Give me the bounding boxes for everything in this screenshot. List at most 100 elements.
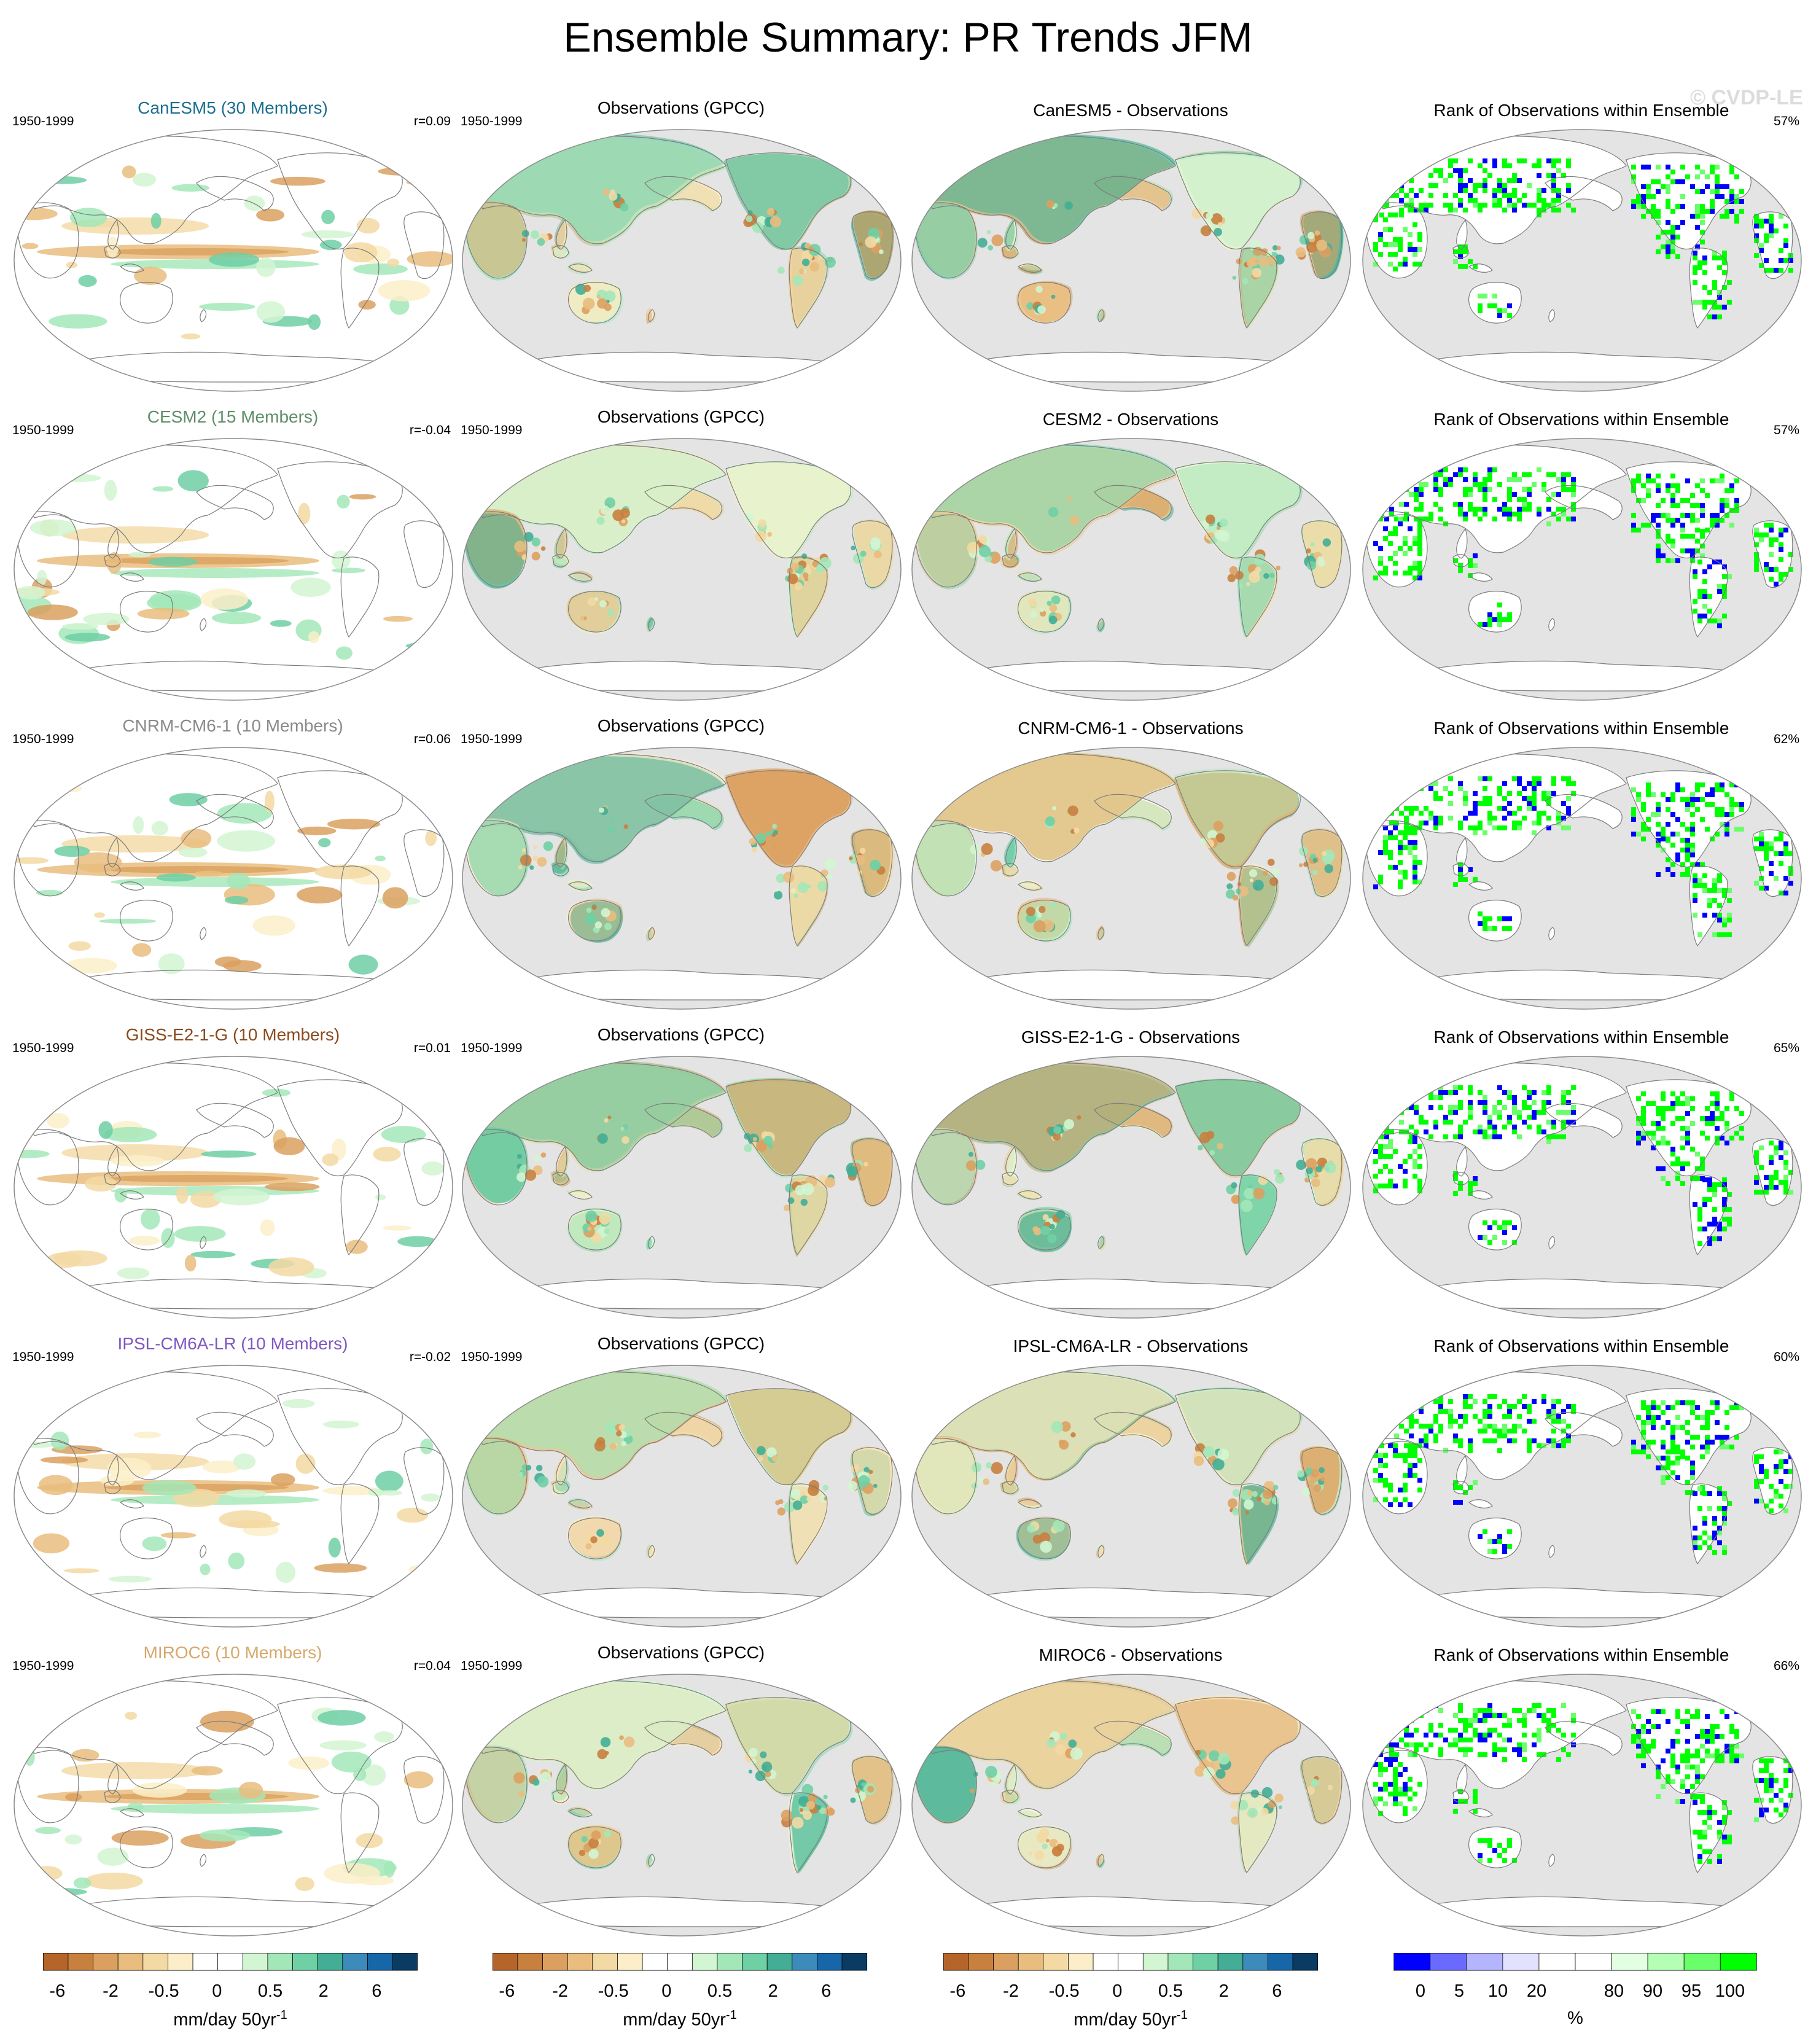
panel-title: Observations (GPCC) xyxy=(597,1025,765,1044)
colorbar-tick-label: -2 xyxy=(552,1981,568,2001)
colorbar-tick-label: 90 xyxy=(1642,1981,1663,2001)
period-label: 1950-1999 xyxy=(12,732,74,746)
globe-map xyxy=(1362,438,1802,701)
panel-title: CanESM5 (30 Members) xyxy=(138,98,328,117)
map-panel: IPSL-CM6A-LR - Observations xyxy=(906,1327,1355,1634)
colorbar-tick-label: -6 xyxy=(499,1981,515,2001)
period-label: 1950-1999 xyxy=(12,1350,74,1364)
pattern-correlation-label: r=0.06 xyxy=(413,732,451,746)
globe-map xyxy=(462,438,902,701)
colorbar-swatches xyxy=(492,1953,868,1971)
map-panel: CanESM5 (30 Members) 1950-1999 r=0.09 xyxy=(9,91,457,398)
globe-map xyxy=(1362,1674,1802,1937)
globe-map xyxy=(14,129,453,392)
colorbar-tick-label: 0 xyxy=(661,1981,672,2001)
map-panel: MIROC6 (10 Members) 1950-1999 r=0.04 xyxy=(9,1636,457,1943)
colorbar-tick-label: -6 xyxy=(949,1981,966,2001)
map-panel: Rank of Observations within Ensemble 57% xyxy=(1357,91,1806,398)
globe-map xyxy=(462,1365,902,1628)
period-label: 1950-1999 xyxy=(12,1659,74,1673)
globe-map xyxy=(462,1056,902,1319)
rank-percent-label: 62% xyxy=(1773,732,1799,746)
colorbar-tick-label: -6 xyxy=(49,1981,66,2001)
period-label: 1950-1999 xyxy=(461,1659,523,1673)
map-panel: MIROC6 - Observations xyxy=(906,1636,1355,1943)
colorbar-swatches xyxy=(943,1953,1319,1971)
colorbar: -6 -2 -0.5 0 0.5 2 6 mm/day 50yr-1 xyxy=(31,1953,461,2039)
rank-percent-label: 66% xyxy=(1773,1659,1799,1673)
colorbar-tick-label: 95 xyxy=(1681,1981,1702,2001)
globe-map xyxy=(14,438,453,701)
panel-title: Rank of Observations within Ensemble xyxy=(1433,101,1729,120)
panel-title: MIROC6 - Observations xyxy=(1039,1645,1223,1664)
period-label: 1950-1999 xyxy=(12,423,74,437)
panel-title: Observations (GPCC) xyxy=(597,716,765,735)
globe-map xyxy=(911,747,1351,1010)
map-panel: Rank of Observations within Ensemble 60% xyxy=(1357,1327,1806,1634)
map-panel: CanESM5 - Observations xyxy=(906,91,1355,398)
colorbar-unit-label: mm/day 50yr xyxy=(1074,2010,1177,2030)
panel-title: Rank of Observations within Ensemble xyxy=(1433,719,1729,738)
colorbar-unit-label: mm/day 50yr xyxy=(623,2010,726,2030)
panel-title: CanESM5 - Observations xyxy=(1033,101,1228,120)
colorbar-tick-label: -0.5 xyxy=(598,1981,629,2001)
globe-map xyxy=(1362,129,1802,392)
panel-title: Observations (GPCC) xyxy=(597,1334,765,1353)
globe-map xyxy=(1362,1365,1802,1628)
rank-percent-label: 60% xyxy=(1773,1350,1799,1364)
colorbar-tick-label: -0.5 xyxy=(148,1981,179,2001)
globe-map xyxy=(911,129,1351,392)
panel-title: Rank of Observations within Ensemble xyxy=(1433,1028,1729,1047)
period-label: 1950-1999 xyxy=(461,1041,523,1055)
colorbar-tick-label: -2 xyxy=(1003,1981,1019,2001)
colorbar: -6 -2 -0.5 0 0.5 2 6 mm/day 50yr-1 xyxy=(480,1953,910,2039)
period-label: 1950-1999 xyxy=(12,1041,74,1055)
map-panel: Observations (GPCC) 1950-1999 xyxy=(457,91,905,398)
map-panel: Observations (GPCC) 1950-1999 xyxy=(457,1636,905,1943)
colorbar-unit-superscript: -1 xyxy=(1176,2008,1188,2022)
globe-map xyxy=(14,1056,453,1319)
colorbar-tick-label: 0.5 xyxy=(707,1981,733,2001)
colorbar-tick-label: 6 xyxy=(372,1981,382,2001)
globe-map xyxy=(911,1056,1351,1319)
panel-title: CESM2 (15 Members) xyxy=(147,407,319,426)
colorbar-tick-label: 6 xyxy=(1272,1981,1282,2001)
map-panel: Rank of Observations within Ensemble 66% xyxy=(1357,1636,1806,1943)
globe-map xyxy=(1362,1056,1802,1319)
rank-percent-label: 57% xyxy=(1773,114,1799,128)
map-panel: Rank of Observations within Ensemble 65% xyxy=(1357,1018,1806,1325)
rank-percent-label: 57% xyxy=(1773,423,1799,437)
globe-map xyxy=(14,1365,453,1628)
colorbar-label: mm/day 50yr-1 xyxy=(173,2008,287,2030)
panel-title: MIROC6 (10 Members) xyxy=(143,1643,322,1662)
globe-map xyxy=(911,438,1351,701)
colorbar-tick-label: 5 xyxy=(1454,1981,1465,2001)
colorbar-tick-label: 0 xyxy=(212,1981,222,2001)
map-panel: Rank of Observations within Ensemble 62% xyxy=(1357,709,1806,1016)
pattern-correlation-label: r=0.09 xyxy=(413,114,451,128)
globe-map xyxy=(462,129,902,392)
colorbar-tick-label: -0.5 xyxy=(1048,1981,1080,2001)
map-panel: Rank of Observations within Ensemble 57% xyxy=(1357,400,1806,707)
pattern-correlation-label: r=-0.04 xyxy=(409,423,451,437)
period-label: 1950-1999 xyxy=(461,423,523,437)
colorbar-tick-label: 2 xyxy=(1218,1981,1229,2001)
map-panel: IPSL-CM6A-LR (10 Members) 1950-1999 r=-0.0… xyxy=(9,1327,457,1634)
colorbar-tick-label: 80 xyxy=(1604,1981,1624,2001)
period-label: 1950-1999 xyxy=(461,1350,523,1364)
globe-map xyxy=(911,1365,1351,1628)
map-panel: CESM2 (15 Members) 1950-1999 r=-0.04 xyxy=(9,400,457,707)
panel-title: Observations (GPCC) xyxy=(597,407,765,426)
colorbar-tick-label: 2 xyxy=(318,1981,329,2001)
colorbar-tick-label: 6 xyxy=(821,1981,832,2001)
colorbar-tick-label: 0.5 xyxy=(1158,1981,1183,2001)
period-label: 1950-1999 xyxy=(461,114,523,128)
watermark: © CVDP-LE xyxy=(1690,86,1803,109)
panel-title: IPSL-CM6A-LR (10 Members) xyxy=(117,1334,348,1353)
colorbar-tick-label: 0.5 xyxy=(257,1981,283,2001)
pattern-correlation-label: r=-0.02 xyxy=(409,1350,451,1364)
colorbar-tick-label: -2 xyxy=(103,1981,119,2001)
colorbar-tick-label: 100 xyxy=(1715,1981,1745,2001)
colorbar-tick-label: 20 xyxy=(1526,1981,1547,2001)
colorbar-swatches xyxy=(1393,1953,1757,1971)
